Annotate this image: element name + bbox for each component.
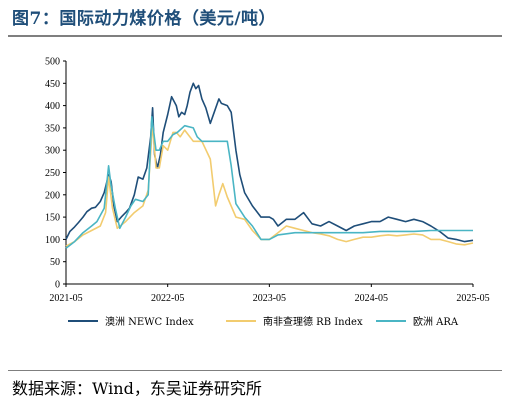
chart-title: 图7：国际动力煤价格（美元/吨） — [12, 9, 277, 29]
y-tick-label: 50 — [50, 257, 60, 268]
x-tick-label: 2023-05 — [253, 293, 286, 304]
y-tick-label: 150 — [45, 213, 60, 224]
x-tick-label: 2025-05 — [456, 293, 489, 304]
chart-legend: 澳洲 NEWC Index 南非查理德 RB Index 欧洲 ARA — [68, 315, 459, 328]
x-tick-label: 2024-05 — [355, 293, 388, 304]
y-tick-label: 200 — [45, 190, 60, 201]
legend-label-3: 欧洲 ARA — [413, 316, 459, 328]
y-tick-label: 450 — [45, 79, 60, 90]
x-tick-label: 2021-05 — [49, 293, 82, 304]
chart-series — [65, 82, 474, 249]
series-line-3 — [65, 116, 473, 249]
line-chart: 0 50 100 150 200 250 300 350 400 450 500 2021-05 202… — [45, 57, 490, 329]
y-tick-label: 0 — [55, 280, 60, 291]
y-tick-label: 400 — [45, 101, 60, 112]
y-tick-label: 500 — [45, 57, 60, 68]
title-divider — [8, 35, 502, 37]
y-tick-label: 350 — [45, 123, 60, 134]
legend-label-1: 澳洲 NEWC Index — [105, 315, 194, 328]
data-source: 数据来源：Wind，东吴证券研究所 — [12, 379, 262, 398]
series-line-2 — [65, 122, 474, 247]
y-tick-label: 300 — [45, 146, 60, 157]
series-line-1 — [65, 82, 474, 243]
y-tick-label: 100 — [45, 235, 60, 246]
footer-divider — [8, 370, 502, 371]
y-tick-label: 250 — [45, 168, 60, 179]
x-tick-label: 2022-05 — [151, 293, 184, 304]
legend-label-2: 南非查理德 RB Index — [263, 315, 363, 328]
chart-axes: 0 50 100 150 200 250 300 350 400 450 500 2021-05 202… — [45, 57, 490, 305]
